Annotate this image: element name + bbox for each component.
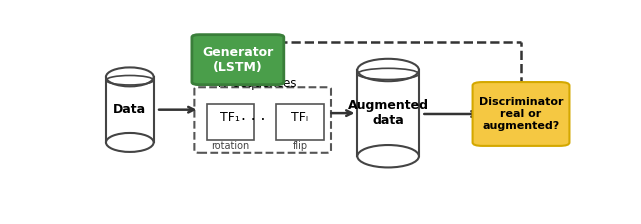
Text: Generator
(LSTM): Generator (LSTM): [202, 46, 274, 74]
Text: Augmented
data: Augmented data: [347, 99, 429, 127]
Ellipse shape: [106, 67, 154, 86]
FancyBboxPatch shape: [192, 35, 284, 85]
Polygon shape: [357, 70, 419, 156]
Text: Discriminator
real or
augmented?: Discriminator real or augmented?: [479, 97, 563, 131]
Text: flip: flip: [292, 141, 308, 151]
Text: · · ·: · · ·: [241, 113, 265, 128]
Text: TF₁: TF₁: [221, 111, 240, 124]
Polygon shape: [106, 77, 154, 142]
Ellipse shape: [357, 59, 419, 81]
FancyBboxPatch shape: [276, 104, 324, 140]
Text: TFₗ: TFₗ: [292, 111, 308, 124]
Text: Data: Data: [113, 103, 146, 116]
Text: TF sequences: TF sequences: [216, 77, 297, 90]
Text: rotation: rotation: [212, 141, 249, 151]
Ellipse shape: [357, 145, 419, 168]
FancyBboxPatch shape: [472, 82, 569, 146]
Ellipse shape: [106, 133, 154, 152]
FancyBboxPatch shape: [207, 104, 254, 140]
